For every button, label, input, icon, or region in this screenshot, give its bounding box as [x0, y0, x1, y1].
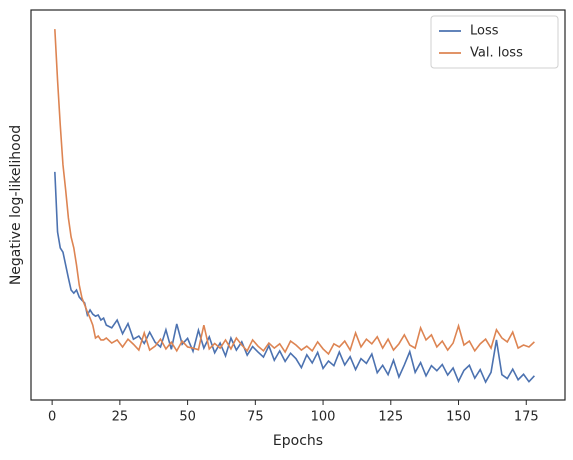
legend-label: Val. loss: [470, 46, 523, 61]
series-line: [54, 29, 535, 356]
x-tick-label: 175: [514, 410, 539, 425]
x-tick-label: 0: [48, 410, 56, 425]
x-tick-label: 50: [179, 410, 196, 425]
x-axis-label: Epochs: [273, 433, 323, 449]
series-line: [54, 171, 535, 384]
plot-frame: [30, 9, 566, 401]
x-tick-label: 100: [311, 410, 336, 425]
legend-label: Loss: [470, 24, 499, 39]
x-tick-label: 150: [446, 410, 471, 425]
y-axis-label: Negative log-likelihood: [8, 125, 24, 285]
x-tick-label: 125: [378, 410, 403, 425]
x-tick-label: 25: [112, 410, 129, 425]
legend-box: [430, 15, 559, 69]
x-tick-label: 75: [247, 410, 264, 425]
